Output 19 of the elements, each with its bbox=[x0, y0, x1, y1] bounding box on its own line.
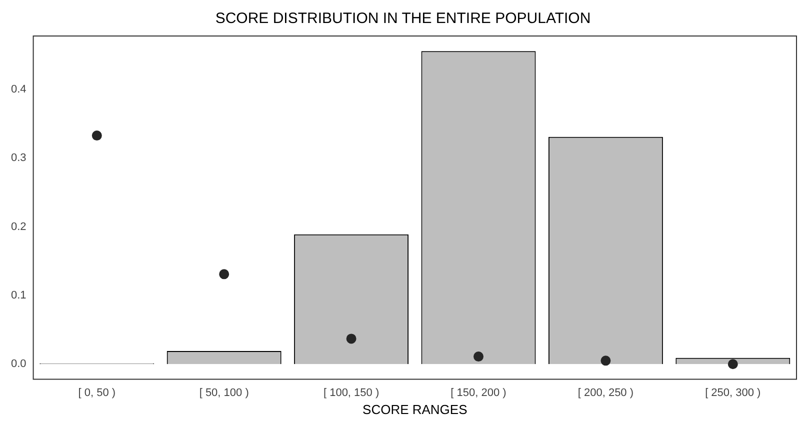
point bbox=[346, 334, 356, 344]
point bbox=[92, 130, 102, 141]
point bbox=[473, 352, 484, 362]
x-tick-label: [ 50, 100 ) bbox=[199, 386, 249, 399]
point bbox=[728, 359, 738, 370]
y-tick-label: 0.3 bbox=[10, 152, 26, 164]
y-tick-label: 0.4 bbox=[10, 84, 26, 96]
x-axis-title: SCORE RANGES bbox=[362, 402, 468, 417]
x-tick-label: [ 200, 250 ) bbox=[578, 386, 634, 399]
x-tick-label: [ 150, 200 ) bbox=[450, 386, 506, 399]
y-tick-label: 0.2 bbox=[10, 220, 26, 233]
x-tick-label: [ 0, 50 ) bbox=[78, 386, 116, 399]
x-tick-label: [ 100, 150 ) bbox=[323, 386, 380, 399]
chart-title: SCORE DISTRIBUTION IN THE ENTIRE POPULATION bbox=[215, 10, 591, 28]
point bbox=[600, 356, 611, 366]
y-tick-label: 0.1 bbox=[10, 289, 26, 302]
y-tick-label: 0.0 bbox=[10, 358, 26, 370]
point bbox=[219, 269, 230, 280]
x-tick-label: [ 250, 300 ) bbox=[705, 386, 761, 399]
